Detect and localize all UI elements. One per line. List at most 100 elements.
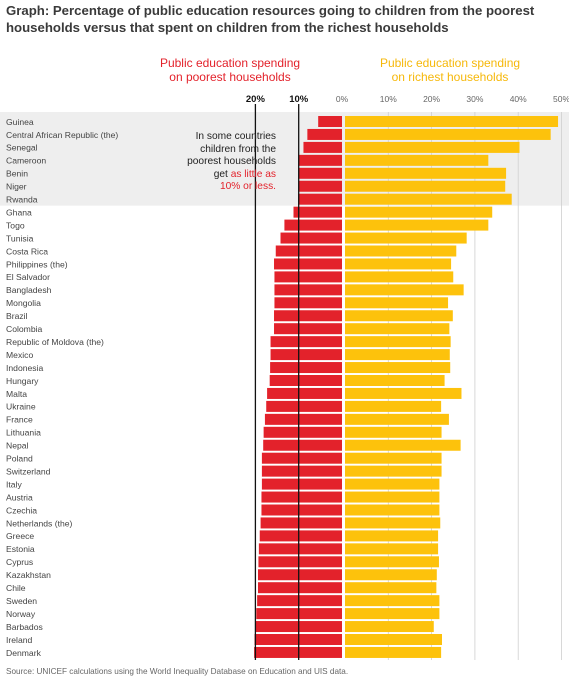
category-label-guinea: Guinea <box>6 117 34 127</box>
bar-poorest-ukraine <box>266 400 342 412</box>
category-label-lithuania: Lithuania <box>6 428 41 438</box>
bar-richest-poland <box>345 452 442 464</box>
bar-poorest-italy <box>261 478 342 490</box>
category-label-france: France <box>6 415 33 425</box>
category-label-kazakhstan: Kazakhstan <box>6 570 51 580</box>
category-label-nepal: Nepal <box>6 441 29 451</box>
category-label-estonia: Estonia <box>6 544 35 554</box>
category-label-ireland: Ireland <box>6 635 32 645</box>
bar-poorest-lithuania <box>263 426 342 438</box>
bar-richest-philippines-the <box>345 258 452 270</box>
bar-poorest-czechia <box>261 504 342 516</box>
category-label-senegal: Senegal <box>6 143 38 153</box>
bar-poorest-mongolia <box>274 297 342 309</box>
bar-poorest-poland <box>261 452 342 464</box>
bar-poorest-guinea <box>318 116 342 127</box>
category-label-colombia: Colombia <box>6 324 43 334</box>
bar-richest-mexico <box>345 349 450 361</box>
bar-poorest-france <box>264 413 342 425</box>
richest-heading-line-2: on richest households <box>391 70 509 84</box>
chart-annotation: In some countries children from the poor… <box>152 131 276 194</box>
bar-poorest-greece <box>259 530 342 542</box>
bar-poorest-estonia <box>258 543 342 555</box>
category-label-niger: Niger <box>6 182 27 192</box>
bar-richest-nepal <box>345 439 461 451</box>
poorest-series-heading: Public education spending on poorest hou… <box>140 56 320 84</box>
category-labels: Guinea Central African Republic (the) Sene… <box>6 117 118 658</box>
category-label-poland: Poland <box>6 454 33 464</box>
bar-poorest-bangladesh <box>274 284 342 296</box>
bar-richest-denmark <box>345 646 442 658</box>
bar-poorest-chile <box>257 582 342 594</box>
bar-richest-el-salvador <box>345 271 454 283</box>
bar-richest-chile <box>345 582 437 594</box>
category-label-mexico: Mexico <box>6 350 33 360</box>
bar-richest-central-african-republic-the <box>345 128 551 140</box>
bar-poorest-indonesia <box>270 362 342 374</box>
axis-tick-labels: 20% 10% 0% 10% 20% 30% 40% 50% <box>246 94 569 105</box>
category-label-malta: Malta <box>6 389 27 399</box>
bar-richest-kazakhstan <box>345 569 437 581</box>
bar-poorest-switzerland <box>261 465 342 477</box>
category-label-barbados: Barbados <box>6 622 43 632</box>
bar-richest-cyprus <box>345 556 439 568</box>
bar-richest-costa-rica <box>345 245 457 257</box>
category-label-chile: Chile <box>6 583 26 593</box>
bar-richest-barbados <box>345 621 434 633</box>
richest-heading-line-1: Public education spending <box>379 56 521 70</box>
annotation-line-1: In some countries <box>195 131 276 142</box>
category-label-denmark: Denmark <box>6 648 42 658</box>
bar-poorest-hungary <box>269 375 342 386</box>
category-label-benin: Benin <box>6 169 28 179</box>
bar-poorest-costa-rica <box>275 245 342 257</box>
bar-poorest-kazakhstan <box>257 569 342 581</box>
category-label-philippines-the: Philippines (the) <box>6 259 68 269</box>
bar-poorest-austria <box>261 491 342 503</box>
bar-poorest-nepal <box>263 439 342 451</box>
bar-richest-lithuania <box>345 426 442 438</box>
annotation-line-3: poorest households <box>187 156 276 168</box>
annotation-get-word: get <box>213 168 231 180</box>
bar-poorest-sweden <box>257 595 342 607</box>
bar-richest-ukraine <box>345 400 442 412</box>
tick-label-poorest-0: 0% <box>336 94 349 104</box>
bar-richest-senegal <box>345 141 520 153</box>
reference-lines <box>254 104 300 660</box>
category-label-central-african-republic-the: Central African Republic (the) <box>6 130 118 140</box>
category-label-czechia: Czechia <box>6 505 37 515</box>
category-label-ghana: Ghana <box>6 207 32 217</box>
tick-label-richest-10: 10% <box>380 94 397 104</box>
category-label-costa-rica: Costa Rica <box>6 246 48 256</box>
bar-richest-guinea <box>345 116 559 127</box>
annotation-line-4: get as little as <box>152 169 276 182</box>
annotation-highlight-2: 10% or less. <box>219 181 276 193</box>
bars <box>254 116 559 658</box>
category-label-hungary: Hungary <box>6 376 39 386</box>
bar-richest-ireland <box>345 634 442 645</box>
bar-richest-netherlands-the <box>345 517 441 529</box>
chart-title: Graph: Percentage of public education re… <box>6 3 535 35</box>
tick-label-richest-50: 50% <box>553 94 569 104</box>
bar-poorest-colombia <box>274 323 342 335</box>
bar-richest-czechia <box>345 504 440 516</box>
bar-richest-france <box>345 413 449 425</box>
annotation-highlight-1: as little as <box>230 168 276 180</box>
bar-richest-malta <box>345 387 462 399</box>
tick-label-richest-30: 30% <box>466 94 483 104</box>
bar-richest-italy <box>345 478 440 490</box>
bar-richest-brazil <box>345 310 453 322</box>
bar-richest-ghana <box>345 206 493 218</box>
category-label-norway: Norway <box>6 609 36 619</box>
bar-richest-norway <box>345 608 440 620</box>
category-label-rwanda: Rwanda <box>6 195 38 205</box>
category-label-cyprus: Cyprus <box>6 557 33 567</box>
bar-richest-bangladesh <box>345 284 464 296</box>
bar-poorest-philippines-the <box>274 258 342 270</box>
bar-richest-greece <box>345 530 439 542</box>
bar-poorest-mexico <box>270 349 342 361</box>
category-label-tunisia: Tunisia <box>6 233 34 243</box>
bar-poorest-republic-of-moldova-the <box>270 336 342 348</box>
tick-label-richest-40: 40% <box>510 94 527 104</box>
bar-richest-niger <box>345 180 506 192</box>
bar-poorest-cameroon <box>298 154 342 166</box>
